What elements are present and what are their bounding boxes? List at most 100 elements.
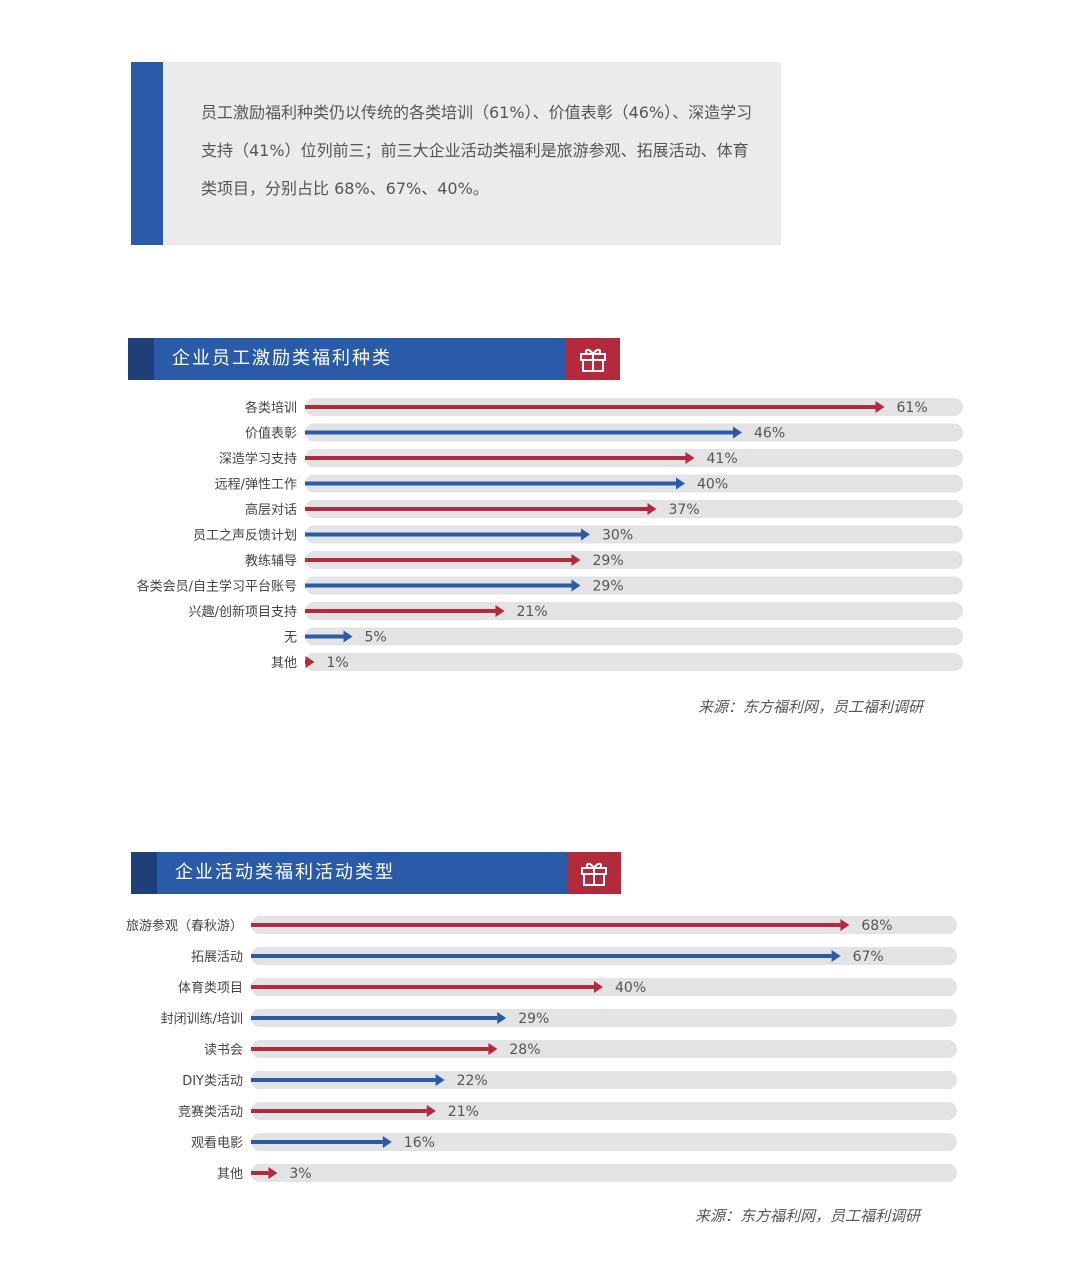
value-label: 1% (327, 655, 349, 671)
bar-track (251, 1009, 957, 1027)
bar-arrowhead (488, 1043, 498, 1055)
category-label: 体育类项目 (178, 980, 243, 996)
category-label: 员工之声反馈计划 (193, 529, 297, 544)
bar-shaft (251, 1109, 427, 1113)
gift-icon (566, 338, 620, 380)
bar-arrowhead (676, 477, 685, 490)
bar-arrowhead (831, 950, 841, 962)
bar-shaft (305, 609, 496, 613)
bar-track (251, 1133, 957, 1151)
bar-track (305, 576, 963, 595)
category-label: 竞赛类活动 (178, 1104, 243, 1120)
value-label: 16% (404, 1135, 435, 1151)
value-label: 40% (697, 477, 728, 493)
bar-shaft (251, 923, 841, 927)
gift-icon (567, 852, 621, 894)
bar-shaft (305, 481, 676, 486)
bar-shaft (305, 660, 306, 664)
value-label: 40% (615, 980, 646, 996)
category-label: 各类会员/自主学习平台账号 (137, 579, 297, 595)
bar-arrowhead (581, 528, 590, 541)
bar-track (305, 627, 963, 646)
bar-arrowhead (571, 554, 581, 566)
bar-shaft (251, 1078, 436, 1082)
bar-shaft (305, 583, 572, 588)
category-label: 价值表彰 (245, 426, 297, 442)
value-label: 5% (365, 630, 387, 646)
chart2-source: 来源：东方福利网，员工福利调研 (695, 1207, 921, 1225)
summary-text: 员工激励福利种类仍以传统的各类培训（61%）、价值表彰（46%）、深造学习支持（… (201, 103, 753, 198)
value-label: 46% (754, 426, 785, 442)
category-label: 封闭训练/培训 (161, 1011, 243, 1027)
bar-arrowhead (382, 1136, 392, 1148)
bar-track (251, 1040, 957, 1058)
bar-shaft (251, 1140, 383, 1144)
bar-arrowhead (268, 1167, 278, 1179)
category-label: 无 (284, 631, 297, 646)
bar-arrowhead (685, 452, 695, 464)
value-label: 28% (509, 1042, 540, 1058)
bar-arrowhead (571, 579, 581, 592)
category-label: 高层对话 (245, 502, 297, 518)
bar-shaft (251, 1171, 269, 1175)
bar-shaft (305, 456, 686, 460)
category-label: 观看电影 (191, 1135, 243, 1151)
bar-arrowhead (495, 605, 505, 617)
chart2-banner: 企业活动类福利活动类型 (131, 852, 621, 894)
bar-arrowhead (594, 981, 603, 993)
bar-shaft (251, 1016, 498, 1020)
category-label: 远程/弹性工作 (215, 478, 297, 493)
bar-track (305, 653, 963, 671)
chart2-title: 企业活动类福利活动类型 (175, 862, 395, 883)
category-label: 教练辅导 (245, 553, 297, 569)
category-label: 其他 (217, 1167, 243, 1182)
value-label: 68% (861, 918, 892, 934)
bar-arrowhead (733, 426, 742, 439)
bar-shaft (251, 1047, 489, 1051)
category-label: 拓展活动 (191, 950, 243, 965)
value-label: 29% (593, 553, 624, 569)
bar-track (305, 602, 963, 620)
bar-arrowhead (426, 1105, 436, 1117)
value-label: 61% (897, 400, 928, 416)
category-label: 兴趣/创新项目支持 (189, 604, 297, 620)
summary-box: 员工激励福利种类仍以传统的各类培训（61%）、价值表彰（46%）、深造学习支持（… (131, 62, 781, 245)
bar-shaft (305, 507, 648, 511)
bar-track (251, 978, 957, 996)
value-label: 21% (517, 604, 548, 620)
chart1-source: 来源：东方福利网，员工福利调研 (698, 698, 924, 716)
category-label: 各类培训 (245, 400, 297, 416)
bar-shaft (305, 634, 344, 639)
category-label: DIY类活动 (182, 1074, 243, 1089)
value-label: 41% (707, 451, 738, 467)
bar-track (251, 1164, 957, 1182)
chart1-banner: 企业员工激励类福利种类 (128, 338, 620, 380)
category-label: 其他 (271, 656, 297, 671)
bar-shaft (305, 558, 572, 562)
bar-track (305, 551, 963, 569)
value-label: 29% (518, 1011, 549, 1027)
bar-arrowhead (875, 401, 885, 413)
value-label: 37% (669, 502, 700, 518)
category-label: 深造学习支持 (219, 451, 297, 467)
bar-shaft (305, 430, 733, 435)
bar-arrowhead (497, 1012, 507, 1024)
value-label: 67% (853, 949, 884, 965)
bar-arrowhead (305, 656, 315, 668)
chart1-title: 企业员工激励类福利种类 (172, 348, 392, 369)
value-label: 21% (448, 1104, 479, 1120)
bar-arrowhead (343, 630, 353, 643)
value-label: 29% (593, 579, 624, 595)
bar-shaft (305, 405, 876, 409)
chart2-svg: 旅游参观（春秋游） 68% 拓展活动 67% 体育类项目 40% 封闭训练/培训 29% 读书会… (126, 916, 957, 1182)
value-label: 30% (602, 528, 633, 544)
chart1-svg: 各类培训 61% 价值表彰 46% 深造学习支持 41% 远程/弹性工作 40% 高层对话 37%… (137, 398, 963, 671)
bar-track (251, 1071, 957, 1089)
category-label: 读书会 (204, 1043, 243, 1058)
bar-arrowhead (840, 919, 850, 931)
bar-track (305, 525, 963, 544)
bar-shaft (251, 954, 832, 958)
summary-accent-bar (131, 62, 163, 245)
bar-arrowhead (435, 1074, 445, 1086)
bar-arrowhead (647, 503, 657, 515)
